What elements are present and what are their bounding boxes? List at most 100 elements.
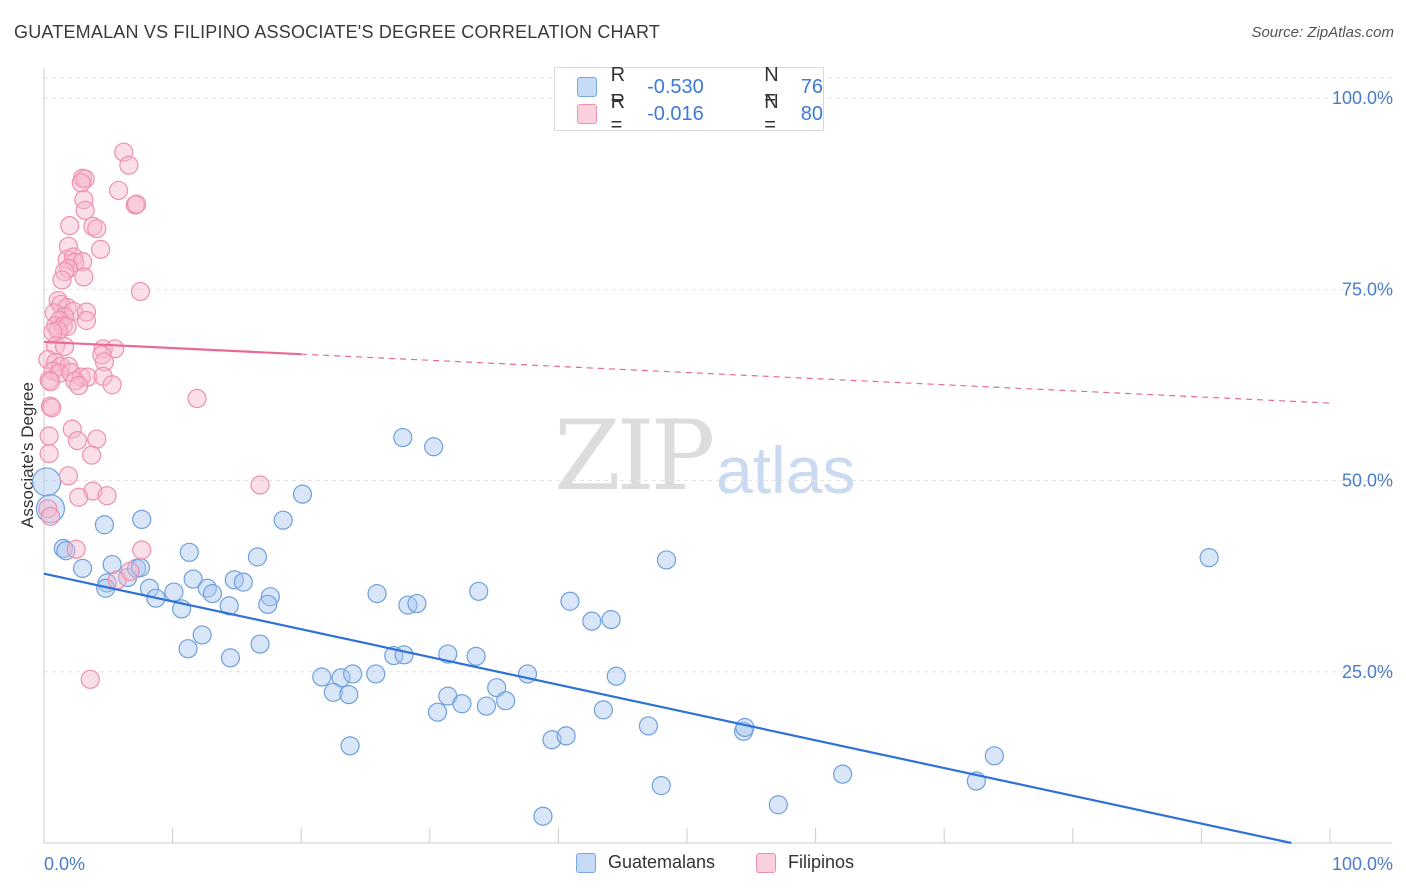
guatemalan-point [476, 696, 496, 716]
guatemalan-point [487, 678, 507, 698]
guatemalan-point [183, 569, 203, 589]
filipino-point [87, 429, 107, 449]
guatemalan-point [984, 746, 1004, 766]
guatemalan-point [258, 594, 278, 614]
guatemalan-point [323, 682, 343, 702]
guatemalan-point [273, 510, 293, 530]
filipino-point [132, 540, 152, 560]
guatemalan-point [179, 542, 199, 562]
filipino-point [76, 310, 97, 331]
filipino-point [39, 426, 59, 446]
guatemalan-point [31, 467, 62, 497]
filipino-point [40, 396, 61, 416]
guatemalan-point [56, 541, 76, 561]
filipino-point [42, 398, 62, 418]
filipino-point [87, 219, 107, 239]
guatemalan-point [556, 726, 576, 746]
filipino-point [54, 336, 75, 357]
guatemalan-point [292, 484, 313, 504]
series-legend-guatemalans[interactable]: Guatemalans [576, 852, 715, 873]
guatemalan-point [35, 494, 66, 524]
guatemalan-point [651, 776, 671, 796]
filipino-point [108, 180, 129, 201]
legend-n-label: N = [764, 64, 779, 109]
filipino-point [67, 431, 88, 451]
guatemalan-point [192, 625, 212, 645]
filipino-point [69, 487, 89, 507]
legend-swatch-filipinos [577, 104, 597, 124]
chart-title: GUATEMALAN VS FILIPINO ASSOCIATE'S DEGRE… [14, 22, 661, 42]
filipino-point [74, 267, 94, 287]
filipino-point [75, 200, 95, 220]
guatemalan-point [220, 648, 241, 668]
guatemalan-point [102, 554, 122, 575]
legend-swatch-guatemalans [577, 77, 597, 97]
series-swatch-guatemalans [576, 852, 596, 873]
series-label-guatemalans: Guatemalans [608, 852, 716, 872]
legend-row-filipinos: R = -0.016 N = 80 [577, 91, 823, 136]
guatemalan-point [394, 645, 414, 665]
x-tick-label: 0.0% [44, 854, 85, 874]
filipino-point [102, 375, 122, 395]
filipino-point [40, 506, 61, 526]
guatemalan-point [438, 644, 458, 664]
guatemalan-point [260, 587, 280, 607]
filipino-point [69, 375, 89, 396]
guatemalan-point [833, 764, 853, 784]
legend-r-label: R = [610, 64, 626, 109]
guatemalan-point [233, 572, 253, 592]
legend-row-guatemalans: R = -0.530 N = 76 [577, 64, 823, 109]
guatemalan-point [339, 684, 359, 705]
guatemalan-point [768, 795, 788, 815]
x-tick-label: 100.0% [1332, 854, 1393, 874]
guatemalan-point [582, 611, 602, 631]
filipino-point [90, 239, 111, 259]
filipino-point [60, 216, 80, 236]
filipino-trendline [43, 340, 302, 356]
filipino-point [187, 388, 207, 409]
filipino-point [119, 155, 139, 175]
filipino-point [250, 475, 270, 495]
guatemalan-point [250, 634, 270, 654]
y-tick-label: 75.0% [1342, 279, 1393, 299]
guatemalan-point [466, 646, 486, 666]
guatemalan-point [164, 582, 184, 602]
filipino-point [120, 561, 140, 582]
guatemalan-point [343, 664, 363, 684]
filipino-point [40, 372, 61, 392]
guatemalan-point [219, 596, 239, 616]
guatemalan-point [542, 730, 562, 750]
filipino-trendline-extension [301, 353, 1331, 404]
series-legend-filipinos[interactable]: Filipinos [756, 852, 854, 873]
y-tick-label: 25.0% [1342, 662, 1393, 682]
series-swatch-filipinos [756, 852, 776, 873]
source-note: Source: ZipAtlas.com [1251, 24, 1394, 41]
guatemalan-point [366, 664, 386, 684]
guatemalan-point [424, 437, 444, 457]
filipino-point [52, 270, 72, 290]
guatemalan-point [656, 550, 677, 570]
guatemalan-point [132, 509, 152, 530]
guatemalan-point [427, 702, 448, 722]
filipino-point [81, 445, 102, 465]
guatemalan-point [452, 694, 472, 714]
filipino-point [80, 669, 100, 689]
guatemalan-point [367, 584, 387, 604]
filipino-point [125, 195, 145, 215]
legend-r-value: -0.530 [647, 75, 704, 98]
guatemalan-point [1199, 548, 1219, 568]
filipino-point [75, 169, 95, 189]
guatemalan-point [469, 581, 489, 601]
filipino-point [49, 310, 70, 331]
guatemalan-point [407, 593, 427, 614]
watermark-atlas: atlas [716, 433, 856, 507]
series-label-filipinos: Filipinos [788, 852, 855, 872]
guatemalan-point [202, 584, 223, 604]
guatemalan-point [593, 700, 614, 720]
legend-r-label: R = [610, 91, 626, 136]
filipino-point [126, 194, 147, 214]
guatemalan-point [197, 578, 217, 598]
filipino-point [130, 281, 151, 302]
guatemalan-point [638, 716, 659, 736]
guatemalan-point [247, 547, 268, 567]
